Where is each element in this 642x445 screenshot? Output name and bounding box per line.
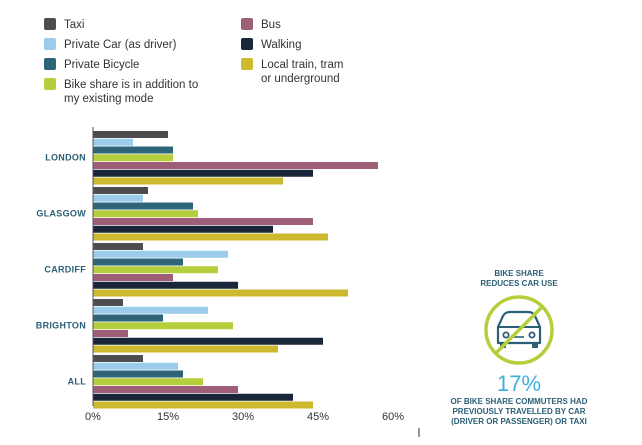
bar bbox=[93, 281, 238, 289]
info-heading-line-2: REDUCES CAR USE bbox=[480, 279, 558, 288]
legend-label: Private Bicycle bbox=[64, 59, 139, 71]
bar bbox=[93, 266, 218, 274]
bar bbox=[93, 393, 293, 401]
bar bbox=[93, 187, 148, 194]
legend-swatch bbox=[44, 78, 56, 90]
category-label: LONDON bbox=[45, 153, 86, 163]
bar bbox=[93, 345, 278, 353]
legend-swatch bbox=[241, 58, 253, 70]
bar bbox=[93, 146, 173, 154]
bar bbox=[93, 289, 348, 297]
legend-label: or underground bbox=[261, 73, 340, 85]
legend-swatch bbox=[44, 38, 56, 50]
bar bbox=[93, 131, 168, 138]
no-car-icon bbox=[484, 295, 554, 365]
bar bbox=[93, 138, 133, 146]
category-label: CARDIFF bbox=[44, 265, 86, 275]
bar bbox=[93, 306, 208, 314]
legend-label: Bike share is in addition to bbox=[64, 79, 198, 91]
bar bbox=[93, 362, 178, 370]
category-labels: LONDON GLASGOW CARDIFF BRIGHTON ALL bbox=[36, 153, 86, 387]
info-percent: 17% bbox=[497, 371, 541, 396]
bar bbox=[93, 274, 173, 281]
category-label: GLASGOW bbox=[36, 209, 86, 219]
bar bbox=[93, 322, 233, 330]
legend-swatch bbox=[44, 58, 56, 70]
category-label: BRIGHTON bbox=[36, 321, 86, 331]
x-tick-label: 15% bbox=[157, 411, 179, 423]
legend: Taxi Private Car (as driver) Private Bicyc… bbox=[44, 18, 343, 105]
legend-label: Bus bbox=[261, 19, 281, 31]
legend-label: Local train, tram bbox=[261, 59, 343, 71]
bar bbox=[93, 330, 128, 337]
info-caption-line-1: OF BIKE SHARE COMMUTERS HAD bbox=[451, 397, 588, 406]
bar bbox=[93, 194, 143, 202]
bar bbox=[93, 177, 283, 185]
bar bbox=[93, 337, 323, 345]
bar bbox=[93, 250, 228, 258]
legend-swatch bbox=[241, 38, 253, 50]
bar bbox=[93, 258, 183, 266]
bar bbox=[93, 243, 143, 250]
bar bbox=[93, 202, 193, 210]
x-tick-label: 0% bbox=[85, 411, 101, 423]
legend-label: Taxi bbox=[64, 19, 84, 31]
x-tick-label: 45% bbox=[307, 411, 329, 423]
bars bbox=[93, 131, 378, 409]
bar bbox=[93, 370, 183, 378]
x-tick-label: 30% bbox=[232, 411, 254, 423]
bar bbox=[93, 162, 378, 169]
legend-label: my existing mode bbox=[64, 93, 153, 105]
legend-swatch bbox=[241, 18, 253, 30]
category-label: ALL bbox=[68, 377, 87, 387]
bar bbox=[93, 355, 143, 362]
x-tick-label: 60% bbox=[382, 411, 404, 423]
bar bbox=[93, 378, 203, 386]
bar bbox=[93, 401, 313, 409]
bar bbox=[93, 225, 273, 233]
legend-label: Private Car (as driver) bbox=[64, 39, 177, 51]
legend-label: Walking bbox=[261, 39, 301, 51]
info-heading-line-1: BIKE SHARE bbox=[494, 269, 544, 278]
info-panel: BIKE SHARE REDUCES CAR USE 17% OF BIKE S… bbox=[451, 269, 588, 426]
bar bbox=[93, 154, 173, 162]
bar bbox=[93, 314, 163, 322]
info-caption-line-3: (DRIVER OR PASSENGER) OR TAXI bbox=[451, 417, 587, 426]
bar bbox=[93, 210, 198, 218]
legend-swatch bbox=[44, 18, 56, 30]
x-axis: 0% 15% 30% 45% 60% bbox=[85, 127, 404, 423]
bar bbox=[93, 218, 313, 225]
info-caption-line-2: PREVIOUSLY TRAVELLED BY CAR bbox=[452, 407, 585, 416]
bar bbox=[93, 386, 238, 393]
bar bbox=[93, 299, 123, 306]
bar bbox=[93, 233, 328, 241]
bar bbox=[93, 169, 313, 177]
